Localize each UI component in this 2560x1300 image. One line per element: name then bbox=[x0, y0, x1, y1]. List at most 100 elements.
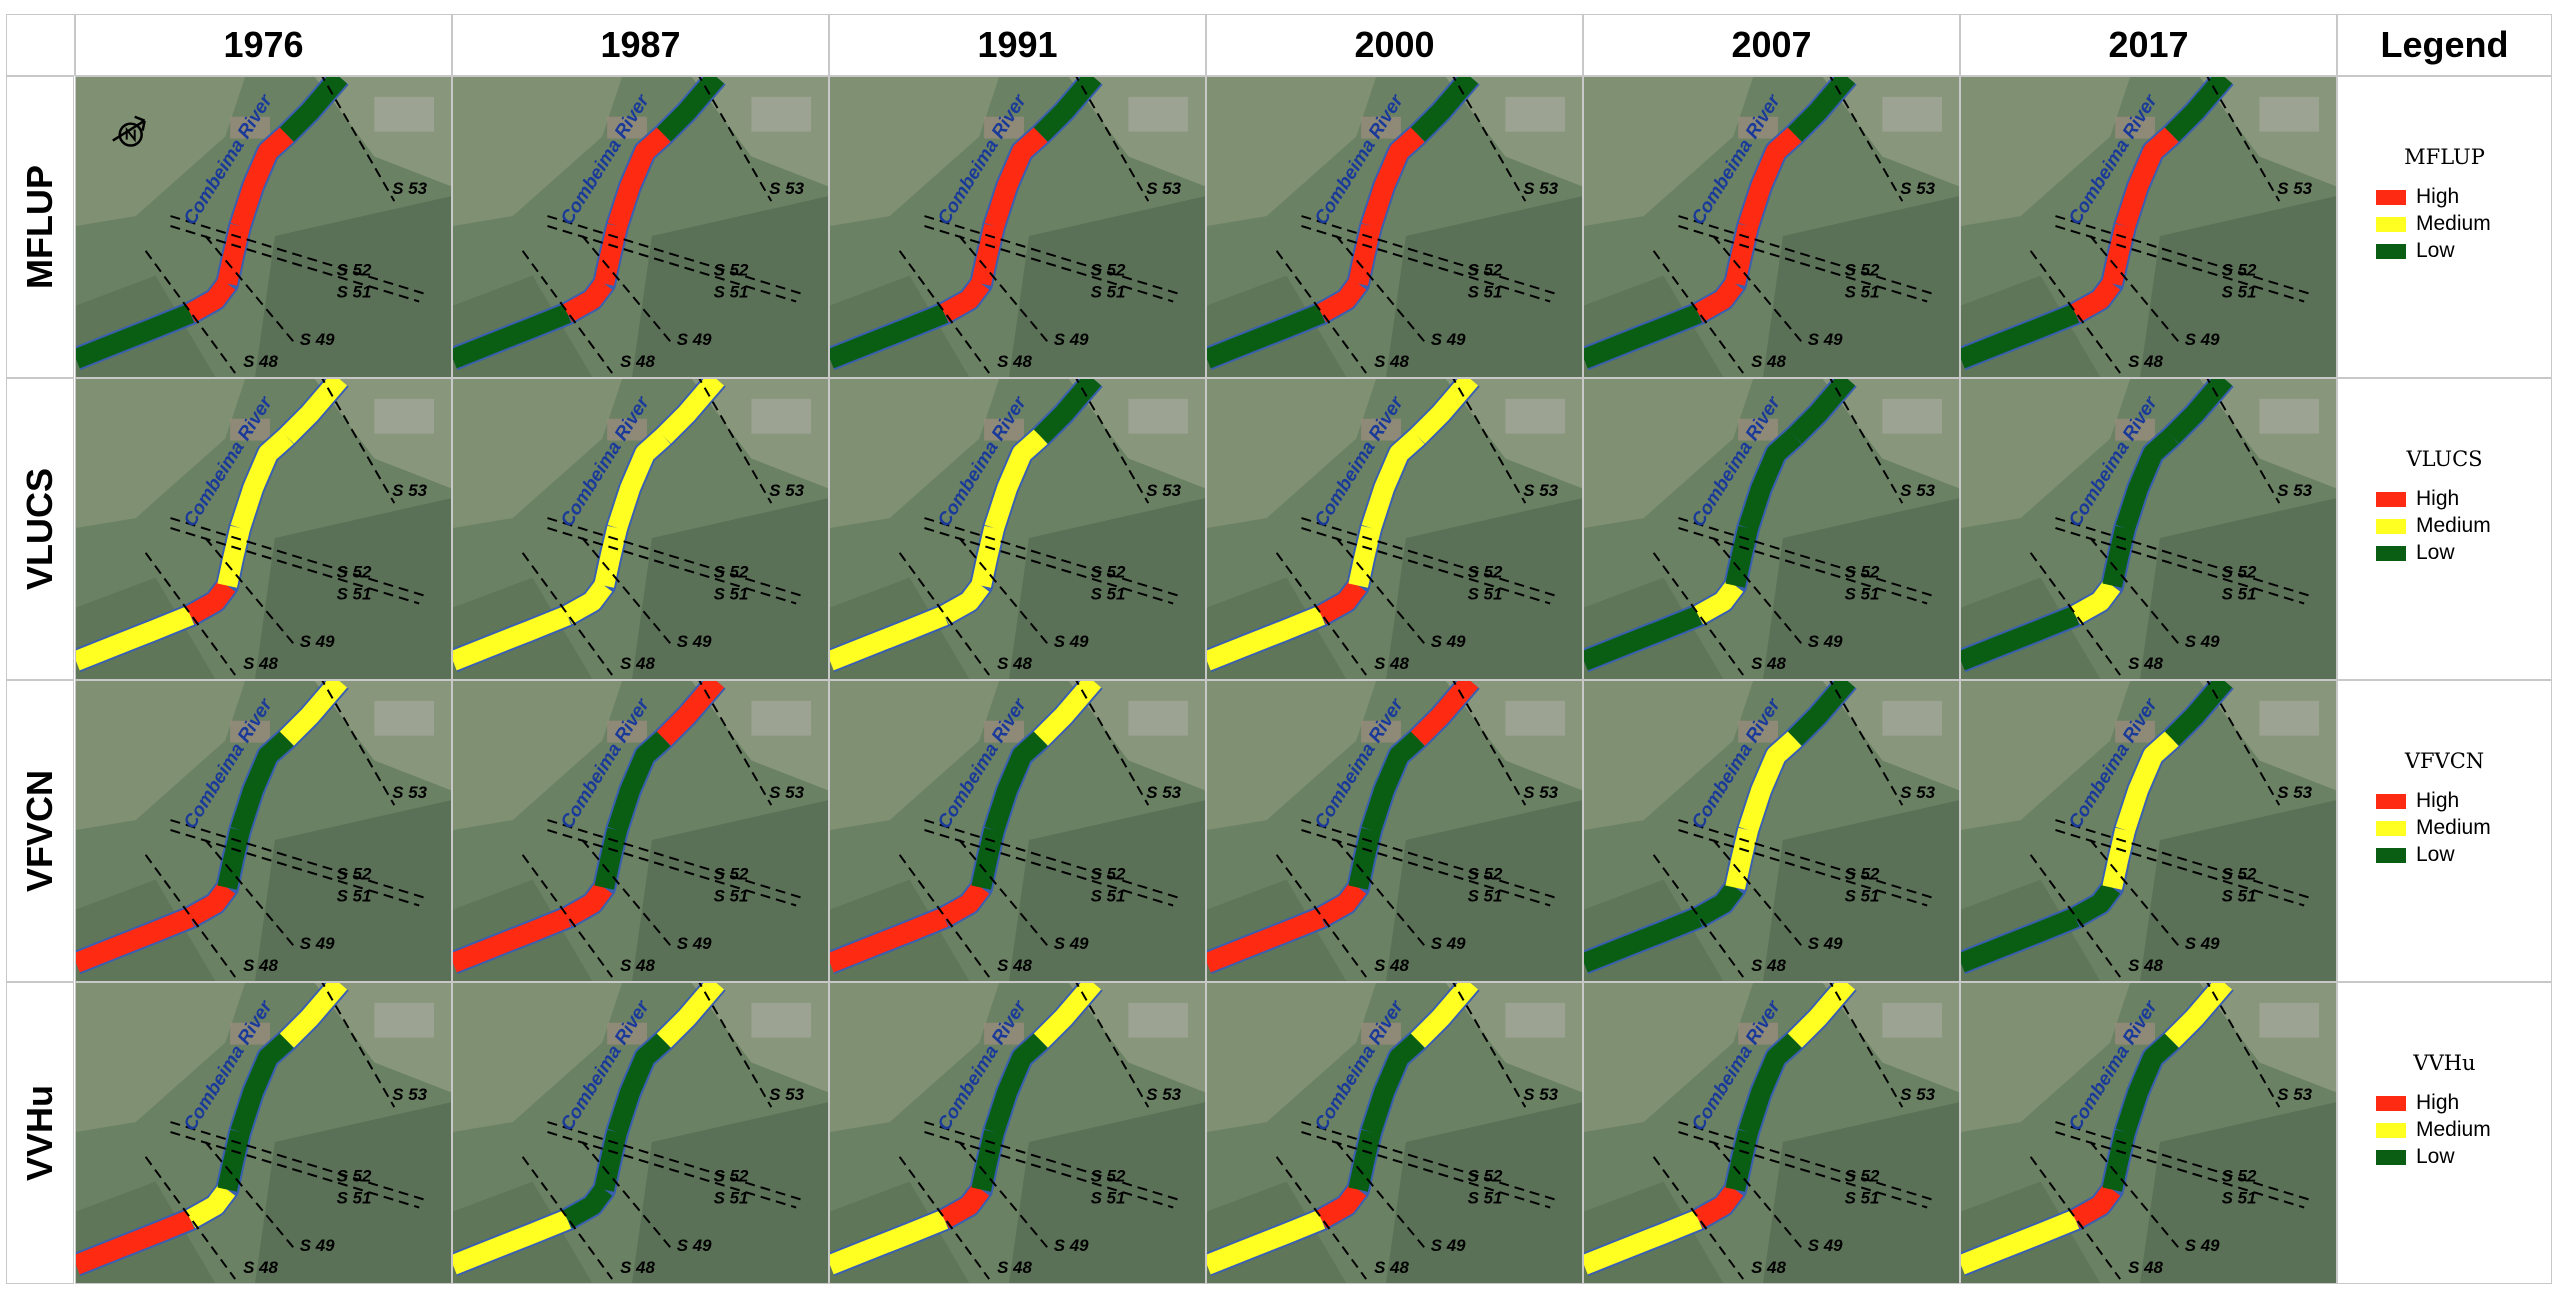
building-patch bbox=[1882, 700, 1943, 736]
section-line-s49 bbox=[581, 839, 673, 948]
map-svg: Combeima River S 53S 52S 51S 49S 48 bbox=[830, 681, 1205, 981]
river-segment-2 bbox=[562, 277, 613, 323]
forest-patch bbox=[1386, 196, 1582, 377]
section-line-s53 bbox=[321, 681, 396, 806]
forest-patch bbox=[2140, 1102, 2336, 1283]
section-line-s51 bbox=[2055, 1131, 2305, 1209]
map-svg: Combeima River S 53S 52S 51S 49S 48 bbox=[453, 681, 828, 981]
building-patch bbox=[1738, 418, 1778, 441]
legend-title: VVHu bbox=[2413, 1051, 2476, 1075]
row-label-text: MFLUP bbox=[19, 165, 61, 289]
section-line-s49 bbox=[2089, 235, 2181, 344]
legend-item-label: Low bbox=[2416, 541, 2455, 564]
field-patch bbox=[1961, 379, 2131, 529]
field-patch bbox=[1584, 681, 1754, 831]
river-segment-4 bbox=[2115, 1033, 2179, 1136]
section-line-s49 bbox=[958, 1141, 1050, 1250]
map-panel-vfvcn-1991: Combeima River S 53 S 52 S 51 S 49 S 48 bbox=[829, 680, 1206, 982]
building-patch bbox=[607, 116, 647, 139]
section-line-s52 bbox=[924, 1121, 1179, 1201]
section-label: S 51 bbox=[337, 887, 372, 906]
legend-item-low: Low bbox=[2376, 541, 2455, 565]
section-line-s51 bbox=[1301, 225, 1551, 303]
section-label: S 49 bbox=[2185, 330, 2220, 349]
section-label: S 48 bbox=[620, 1258, 655, 1277]
map-panel-mflup-2000: Combeima River S 53 S 52 S 51 S 49 S 48 bbox=[1206, 76, 1583, 378]
section-line-s51 bbox=[924, 1131, 1174, 1209]
section-line-s49 bbox=[1712, 537, 1804, 646]
section-label: S 49 bbox=[2185, 934, 2220, 953]
section-line-s48 bbox=[521, 250, 613, 374]
section-label: S 51 bbox=[2222, 1189, 2257, 1208]
forest-patch bbox=[255, 800, 451, 981]
section-line-s48 bbox=[1652, 854, 1744, 978]
river-segment-2 bbox=[1316, 579, 1367, 625]
section-label: S 48 bbox=[1374, 654, 1409, 673]
legend-item-high: High bbox=[2376, 487, 2459, 511]
section-line-s48 bbox=[2029, 552, 2121, 676]
legend-item-label: Medium bbox=[2416, 816, 2491, 839]
river-segment-4 bbox=[1361, 127, 1425, 230]
building-patch bbox=[1128, 398, 1189, 434]
section-line-s48 bbox=[144, 250, 236, 374]
section-label: S 48 bbox=[243, 352, 278, 371]
section-label: S 49 bbox=[677, 632, 712, 651]
section-line-s52 bbox=[547, 215, 802, 295]
field-patch bbox=[76, 379, 246, 529]
field-patch bbox=[1961, 77, 2131, 227]
forest-patch bbox=[1763, 196, 1959, 377]
section-line-s49 bbox=[1335, 235, 1427, 344]
map-svg: Combeima River S 53S 52S 51S 49S 48 bbox=[1584, 379, 1959, 679]
forest-patch bbox=[632, 800, 828, 981]
river-segment-2 bbox=[1693, 277, 1744, 323]
field-patch bbox=[1207, 77, 1377, 227]
section-line-s53 bbox=[698, 77, 773, 202]
section-label: S 49 bbox=[300, 330, 335, 349]
legend-header: Legend bbox=[2337, 14, 2552, 76]
legend-item-label: Low bbox=[2416, 239, 2455, 262]
section-label: S 53 bbox=[769, 481, 804, 500]
building-patch bbox=[374, 1002, 435, 1038]
section-line-s53 bbox=[321, 379, 396, 504]
map-svg: Combeima River S 53S 52S 51S 49S 48 bbox=[1207, 379, 1582, 679]
section-line-s49 bbox=[581, 235, 673, 344]
section-label: S 49 bbox=[1808, 632, 1843, 651]
forest-patch bbox=[255, 196, 451, 377]
map-svg: Combeima River S 53S 52S 51S 49S 48 bbox=[1207, 681, 1582, 981]
forest-patch bbox=[2140, 800, 2336, 981]
section-label: S 52 bbox=[2222, 865, 2257, 884]
section-label: S 48 bbox=[997, 1258, 1032, 1277]
section-label: S 52 bbox=[714, 865, 749, 884]
building-patch bbox=[2259, 1002, 2320, 1038]
river-segment-1 bbox=[76, 1210, 195, 1275]
section-line-s48 bbox=[898, 1156, 990, 1280]
section-label: S 53 bbox=[1523, 481, 1558, 500]
section-line-s49 bbox=[958, 537, 1050, 646]
section-label: S 53 bbox=[392, 783, 427, 802]
section-line-s53 bbox=[321, 983, 396, 1108]
legend-panel-mflup: MFLUP High Medium Low bbox=[2337, 76, 2552, 378]
river-segment-4 bbox=[1361, 1033, 1425, 1136]
section-line-s53 bbox=[698, 983, 773, 1108]
section-line-s52 bbox=[547, 1121, 802, 1201]
river-segment-4 bbox=[1738, 127, 1802, 230]
section-line-s49 bbox=[1712, 1141, 1804, 1250]
section-label: S 53 bbox=[392, 481, 427, 500]
section-line-s48 bbox=[1652, 1156, 1744, 1280]
building-patch bbox=[1128, 1002, 1189, 1038]
section-label: S 49 bbox=[2185, 1236, 2220, 1255]
section-label: S 49 bbox=[300, 1236, 335, 1255]
section-line-s49 bbox=[581, 1141, 673, 1250]
section-label: S 51 bbox=[1468, 585, 1503, 604]
section-label: S 53 bbox=[392, 179, 427, 198]
map-panel-vvhu-1991: Combeima River S 53 S 52 S 51 S 49 S 48 bbox=[829, 982, 1206, 1284]
section-line-s48 bbox=[521, 854, 613, 978]
forest-patch bbox=[632, 196, 828, 377]
section-line-s52 bbox=[1678, 819, 1933, 899]
river-segment-4 bbox=[1738, 731, 1802, 834]
section-label: S 48 bbox=[2128, 654, 2163, 673]
map-panel-vlucs-1976: Combeima River S 53 S 52 S 51 S 49 S 48 bbox=[75, 378, 452, 680]
section-label: S 52 bbox=[1845, 1167, 1880, 1186]
river-segment-1 bbox=[830, 1210, 949, 1275]
row-label-vvhu: VVHu bbox=[6, 982, 74, 1284]
